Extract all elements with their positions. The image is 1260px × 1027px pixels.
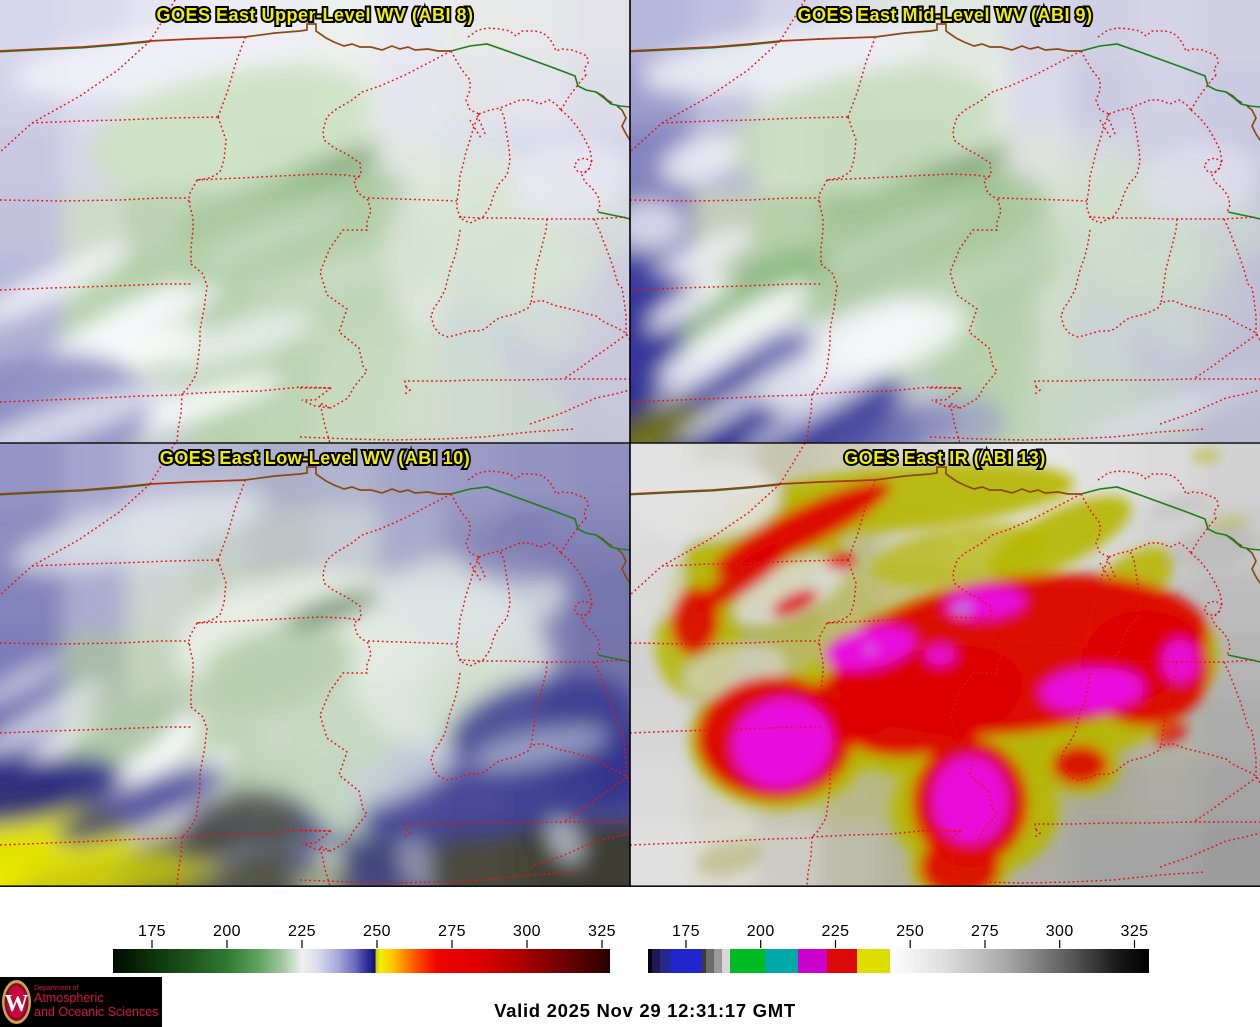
svg-text:250: 250 xyxy=(363,923,391,940)
svg-text:GOES East IR (ABI 13): GOES East IR (ABI 13) xyxy=(844,448,1046,468)
svg-text:GOES East Low-Level WV (ABI 10: GOES East Low-Level WV (ABI 10) xyxy=(160,448,471,468)
svg-text:Valid 2025 Nov 29 12:31:17 GMT: Valid 2025 Nov 29 12:31:17 GMT xyxy=(494,1000,796,1021)
svg-text:GOES East Mid-Level WV (ABI 9): GOES East Mid-Level WV (ABI 9) xyxy=(797,5,1092,25)
svg-text:250: 250 xyxy=(896,923,924,940)
svg-text:GOES East Upper-Level WV (ABI: GOES East Upper-Level WV (ABI 8) xyxy=(156,5,473,25)
svg-text:W: W xyxy=(5,991,29,1017)
svg-text:200: 200 xyxy=(747,923,775,940)
svg-text:175: 175 xyxy=(672,923,700,940)
svg-text:325: 325 xyxy=(1121,923,1149,940)
svg-text:300: 300 xyxy=(513,923,541,940)
svg-text:225: 225 xyxy=(822,923,850,940)
svg-text:200: 200 xyxy=(213,923,241,940)
svg-text:300: 300 xyxy=(1046,923,1074,940)
svg-text:275: 275 xyxy=(438,923,466,940)
svg-text:175: 175 xyxy=(138,923,166,940)
svg-text:275: 275 xyxy=(971,923,999,940)
svg-text:225: 225 xyxy=(288,923,316,940)
svg-text:325: 325 xyxy=(588,923,616,940)
svg-text:Department of: Department of xyxy=(34,985,78,992)
svg-text:and Oceanic Sciences: and Oceanic Sciences xyxy=(34,1005,158,1019)
svg-text:Atmospheric: Atmospheric xyxy=(34,991,103,1005)
